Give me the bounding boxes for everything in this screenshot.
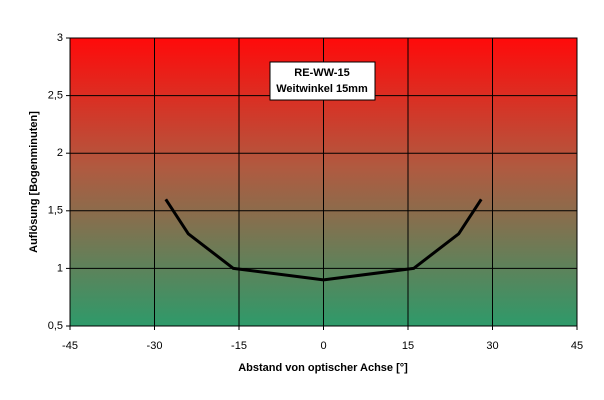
x-tick-label: -15 [231,340,247,352]
x-tick-label: -45 [62,340,78,352]
y-tick-label: 3 [57,32,63,44]
y-axis-label: Auflösung [Bogenminuten] [28,111,40,253]
x-tick-label: 0 [320,340,326,352]
y-tick-label: 0,5 [48,320,63,332]
grid [69,37,578,327]
y-tick-label: 1 [57,262,63,274]
x-tick-label: 45 [571,340,583,352]
data-line [164,198,483,282]
x-tick-label: 15 [402,340,414,352]
x-axis-label: Abstand von optischer Achse [°] [238,362,408,374]
chart-subtitle: Weitwinkel 15mm [276,83,368,95]
title-box [269,61,376,101]
y-tick-label: 2 [57,147,63,159]
x-tick-label: 30 [486,340,498,352]
x-tick-label: -30 [147,340,163,352]
y-tick-label: 1,5 [48,205,63,217]
chart-title: RE-WW-15 [294,67,349,79]
y-tick-label: 2,5 [48,90,63,102]
